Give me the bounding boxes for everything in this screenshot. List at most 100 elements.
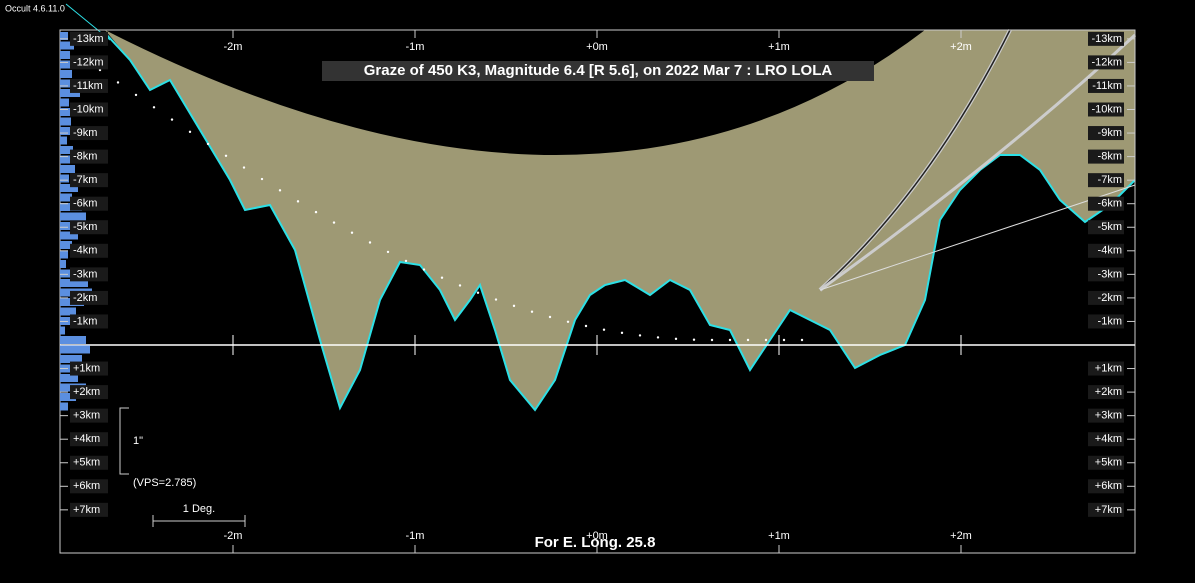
histogram-bar [60,136,67,145]
label-box [70,31,108,46]
label-box [1088,385,1124,400]
bottom-axis-label: +0m [586,530,608,542]
left-axis-label: -11km [73,80,103,92]
dot [188,130,192,134]
dot [440,276,444,279]
dot [368,241,372,244]
left-axis-label: -8km [73,151,97,163]
label-box [1088,55,1124,70]
left-axis-label: +5km [73,457,100,469]
dot [422,268,426,271]
histogram-bar [60,336,86,344]
label-box [70,126,108,141]
right-axis-label: -5km [1098,221,1122,233]
title-box [322,61,874,81]
limit-line [819,184,1136,291]
right-axis-label: -12km [1091,56,1122,68]
dot [512,304,516,308]
histogram-bar [60,279,88,287]
dot [746,338,750,342]
dot [494,298,498,301]
left-axis-label: -3km [73,268,97,280]
left-axis-label: +2km [73,386,100,398]
bottom-axis-label: -2m [224,530,243,542]
dot [656,336,660,339]
right-axis-label: -13km [1091,33,1122,45]
left-axis-label: -10km [73,103,104,115]
dot [620,331,624,335]
label-box [1088,149,1124,164]
label-box [1088,314,1124,329]
dot [278,189,282,192]
arcsec-label: 1" [133,435,143,447]
dot [152,106,156,109]
left-axis-label: +1km [73,362,100,374]
histogram-bar [60,250,68,259]
dot [710,338,714,342]
graze-path-inner [819,29,1011,291]
histogram-bar [60,32,68,40]
right-axis-label: -8km [1098,151,1122,163]
histogram-bar [60,193,72,202]
label-box [1088,432,1124,447]
right-axis-label: +6km [1095,480,1122,492]
label-box [70,314,108,329]
label-box [1088,408,1124,423]
dot [386,250,390,254]
right-axis-label: -7km [1098,174,1122,186]
bottom-axis-label: +1m [768,530,790,542]
histogram-bar [60,117,71,126]
right-axis-label: +2km [1095,386,1122,398]
dot [764,338,768,342]
label-box [1088,220,1124,235]
dot [800,338,804,342]
label-box [70,479,108,494]
label-box [1088,126,1124,141]
label-box [1088,78,1124,93]
label-box [1088,290,1124,305]
top-axis-label: +2m [950,41,972,53]
dot [350,231,354,234]
degree-bar [152,515,246,527]
bottom-axis-label: -1m [406,530,425,542]
dot [170,118,174,121]
label-box [70,267,108,282]
label-box [70,149,108,164]
label-box [70,361,108,376]
histogram-bar [60,98,69,107]
dot [458,284,462,287]
left-axis-label: -2km [73,292,97,304]
limb-outline [104,32,1136,412]
left-axis-label: +4km [73,433,100,445]
left-axis-label: -6km [73,198,97,210]
dot [332,221,336,224]
label-box [70,78,108,93]
histogram-bar [60,212,86,221]
label-box [1088,102,1124,117]
label-box [70,408,108,423]
left-axis-label: -4km [73,245,97,257]
right-axis-label: -2km [1098,292,1122,304]
dot [638,334,642,337]
vps-label: (VPS=2.785) [133,477,196,489]
histogram-bar [60,231,78,240]
title: Graze of 450 K3, Magnitude 6.4 [R 5.6], … [364,62,833,79]
label-box [1088,243,1124,258]
label-box [1088,361,1124,376]
histogram-bar [60,108,74,116]
dot [134,93,138,97]
histogram-bar [60,70,72,78]
histogram-bar [60,393,76,401]
dot [530,310,534,313]
right-axis-label: +3km [1095,410,1122,422]
histogram-bar [60,41,74,50]
label-box [70,502,108,517]
top-axis-label: +1m [768,41,790,53]
label-box [70,102,108,117]
label-box [1088,455,1124,470]
histogram-bar [60,155,70,164]
label-box [70,55,108,70]
histogram-bar [60,307,76,316]
dot [296,200,300,203]
